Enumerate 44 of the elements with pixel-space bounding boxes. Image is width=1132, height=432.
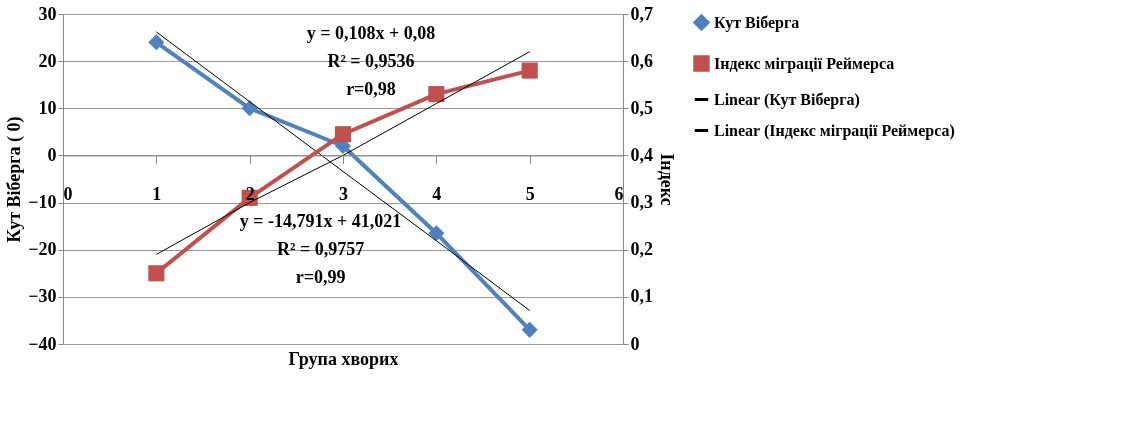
point bbox=[521, 62, 538, 79]
x-tick-label: 4 bbox=[432, 183, 442, 204]
x-tick-label: 0 bbox=[63, 183, 73, 204]
y-tick-label: −40 bbox=[28, 333, 57, 354]
point bbox=[241, 100, 258, 117]
y-tick-label: −20 bbox=[28, 239, 57, 260]
point bbox=[428, 86, 445, 103]
point bbox=[334, 126, 352, 143]
y2-tick-label: 0,5 bbox=[630, 97, 653, 118]
y2-tick-label: 0 bbox=[630, 333, 640, 354]
x-tick-label: 3 bbox=[339, 183, 348, 204]
annotation: r=0,99 bbox=[295, 267, 346, 287]
legend-label: Кут Віберга bbox=[714, 13, 800, 32]
point bbox=[428, 225, 445, 242]
y2-tick-label: 0,2 bbox=[630, 239, 653, 260]
y2-tick-label: 0,7 bbox=[630, 3, 653, 24]
x-tick-label: 5 bbox=[525, 183, 535, 204]
annotation: R² = 0,9536 bbox=[327, 50, 415, 71]
y-tick-label: 0 bbox=[47, 144, 57, 165]
point bbox=[148, 34, 165, 51]
y2-tick-label: 0,6 bbox=[630, 50, 653, 71]
annotation: r=0,98 bbox=[346, 78, 396, 99]
y-tick-label: −30 bbox=[28, 286, 57, 307]
y-tick-label: −10 bbox=[28, 192, 57, 213]
y2-tick-label: 0,1 bbox=[630, 286, 653, 307]
x-tick-label: 6 bbox=[614, 183, 624, 204]
y-tick-label: 10 bbox=[38, 97, 57, 118]
point bbox=[521, 321, 538, 338]
y-tick-label: 20 bbox=[38, 50, 57, 71]
legend-label: Linear (Індекс міграції Реймерса) bbox=[714, 121, 955, 140]
annotation: y = -14,791x + 41,021 bbox=[239, 210, 402, 231]
point bbox=[148, 265, 165, 282]
y2-tick-label: 0,4 bbox=[630, 144, 653, 165]
legend-label: Linear (Кут Віберга) bbox=[714, 90, 860, 109]
x-tick-label: 1 bbox=[152, 183, 162, 204]
legend-label: Індекс міграції Реймерса bbox=[714, 54, 895, 73]
x-axis-title: Група хворих bbox=[288, 348, 399, 369]
x-tick-label: 2 bbox=[245, 183, 255, 204]
y2-axis-title: Індекс bbox=[657, 153, 677, 206]
annotation: R² = 0,9757 bbox=[277, 238, 365, 259]
y-axis-title: Кут Віберга ( 0) bbox=[4, 116, 26, 243]
annotation: y = 0,108x + 0,08 bbox=[306, 22, 436, 43]
y2-tick-label: 0,3 bbox=[630, 192, 653, 213]
y-tick-label: 30 bbox=[38, 3, 57, 24]
